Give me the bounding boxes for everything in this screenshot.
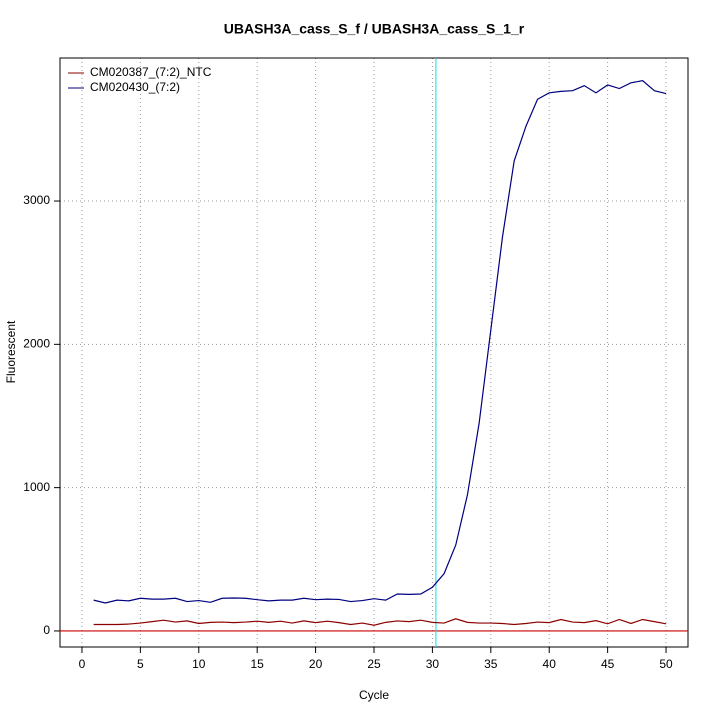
x-tick-label: 20 [309, 657, 323, 671]
series-line [93, 618, 667, 626]
y-tick-label: 3000 [23, 193, 50, 207]
legend-label: CM020430_(7:2) [90, 80, 180, 94]
x-tick-label: 0 [79, 657, 86, 671]
chart-title: UBASH3A_cass_S_f / UBASH3A_cass_S_1_r [224, 21, 525, 37]
series-line [93, 80, 667, 604]
x-axis-label: Cycle [359, 688, 389, 702]
x-tick-label: 30 [426, 657, 440, 671]
legend-label: CM020387_(7:2)_NTC [90, 65, 212, 79]
y-tick-label: 0 [43, 623, 50, 637]
x-tick-label: 50 [659, 657, 673, 671]
x-tick-label: 45 [601, 657, 615, 671]
y-axis-label: Fluorescent [4, 320, 18, 383]
x-tick-label: 25 [367, 657, 381, 671]
x-tick-label: 10 [192, 657, 206, 671]
x-tick-label: 5 [137, 657, 144, 671]
x-tick-label: 15 [251, 657, 265, 671]
y-tick-label: 1000 [23, 480, 50, 494]
y-tick-label: 2000 [23, 337, 50, 351]
x-tick-label: 35 [484, 657, 498, 671]
plot-frame [59, 57, 689, 648]
x-tick-label: 40 [543, 657, 557, 671]
